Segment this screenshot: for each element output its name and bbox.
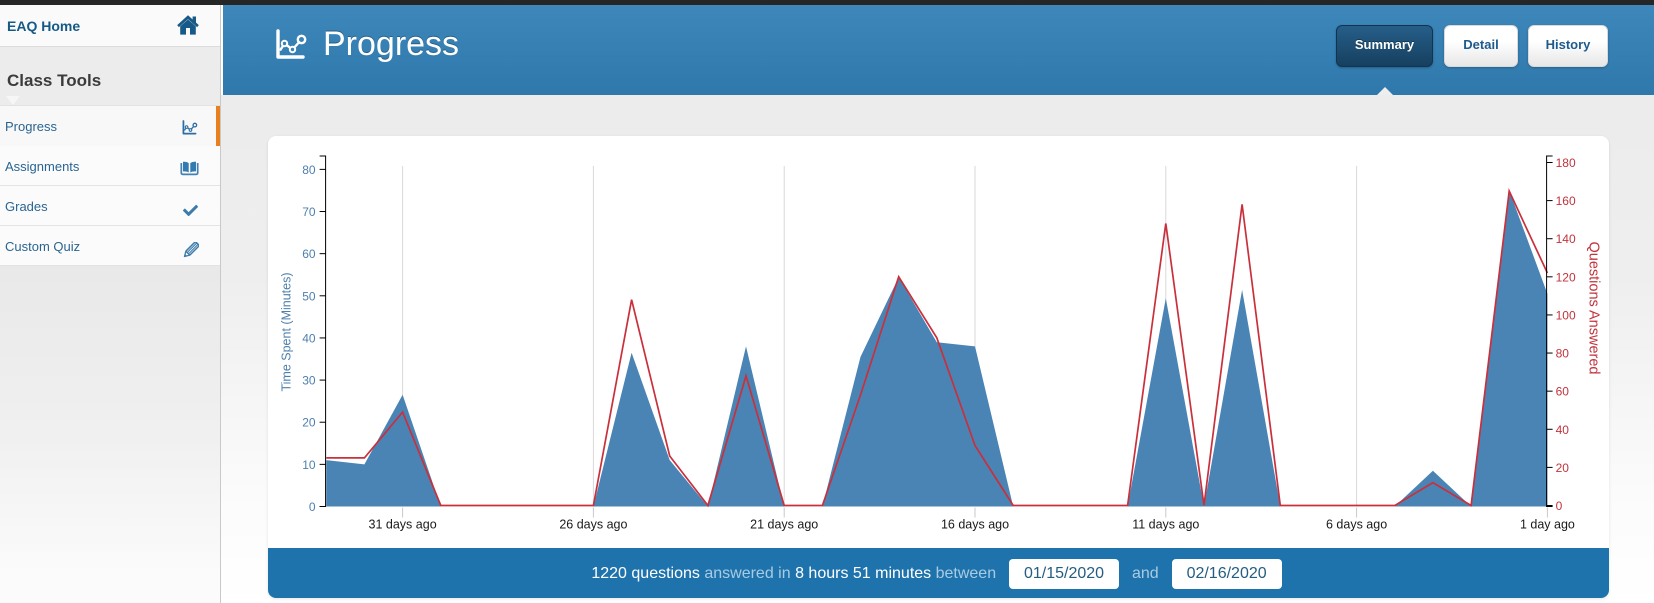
svg-text:30: 30 <box>302 374 316 388</box>
svg-text:40: 40 <box>1556 423 1570 437</box>
svg-text:16 days ago: 16 days ago <box>941 518 1009 532</box>
svg-text:0: 0 <box>309 500 316 514</box>
svg-text:31 days ago: 31 days ago <box>369 518 437 532</box>
svg-text:120: 120 <box>1556 270 1576 284</box>
svg-text:21 days ago: 21 days ago <box>750 518 818 532</box>
svg-text:140: 140 <box>1556 232 1576 246</box>
svg-text:11 days ago: 11 days ago <box>1132 518 1199 532</box>
svg-text:80: 80 <box>1556 347 1570 361</box>
svg-text:10: 10 <box>302 458 316 472</box>
svg-text:40: 40 <box>302 331 316 345</box>
svg-text:180: 180 <box>1556 156 1576 170</box>
svg-text:6 days ago: 6 days ago <box>1326 518 1387 532</box>
svg-text:50: 50 <box>302 289 316 303</box>
svg-text:60: 60 <box>1556 385 1570 399</box>
svg-text:100: 100 <box>1556 308 1576 322</box>
svg-text:60: 60 <box>302 247 316 261</box>
svg-text:20: 20 <box>302 416 316 430</box>
svg-text:Questions Answered: Questions Answered <box>1585 242 1601 375</box>
svg-text:1 day ago: 1 day ago <box>1520 518 1575 532</box>
svg-text:0: 0 <box>1556 499 1563 513</box>
svg-text:20: 20 <box>1556 461 1570 475</box>
svg-text:80: 80 <box>302 163 316 177</box>
svg-text:70: 70 <box>302 205 316 219</box>
svg-text:160: 160 <box>1556 194 1576 208</box>
svg-text:26 days ago: 26 days ago <box>559 518 627 532</box>
svg-text:Time Spent (Minutes): Time Spent (Minutes) <box>280 272 294 391</box>
